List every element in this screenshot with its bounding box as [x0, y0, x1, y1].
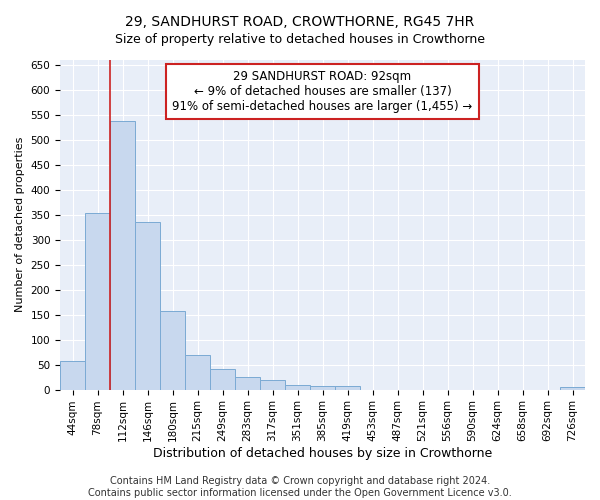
Bar: [560, 387, 585, 390]
Bar: [110, 121, 135, 390]
Bar: [185, 355, 210, 390]
Bar: [160, 311, 185, 390]
Text: Size of property relative to detached houses in Crowthorne: Size of property relative to detached ho…: [115, 32, 485, 46]
Bar: [235, 376, 260, 390]
Bar: [85, 214, 110, 390]
Bar: [60, 360, 85, 390]
Bar: [210, 368, 235, 390]
Text: 29, SANDHURST ROAD, CROWTHORNE, RG45 7HR: 29, SANDHURST ROAD, CROWTHORNE, RG45 7HR: [125, 15, 475, 29]
Bar: [260, 380, 285, 390]
Bar: [285, 385, 310, 390]
Bar: [310, 386, 335, 390]
Bar: [335, 386, 360, 390]
Y-axis label: Number of detached properties: Number of detached properties: [15, 137, 25, 312]
Text: Contains HM Land Registry data © Crown copyright and database right 2024.
Contai: Contains HM Land Registry data © Crown c…: [88, 476, 512, 498]
Text: 29 SANDHURST ROAD: 92sqm
← 9% of detached houses are smaller (137)
91% of semi-d: 29 SANDHURST ROAD: 92sqm ← 9% of detache…: [172, 70, 473, 113]
Bar: [135, 222, 160, 390]
X-axis label: Distribution of detached houses by size in Crowthorne: Distribution of detached houses by size …: [153, 447, 492, 460]
